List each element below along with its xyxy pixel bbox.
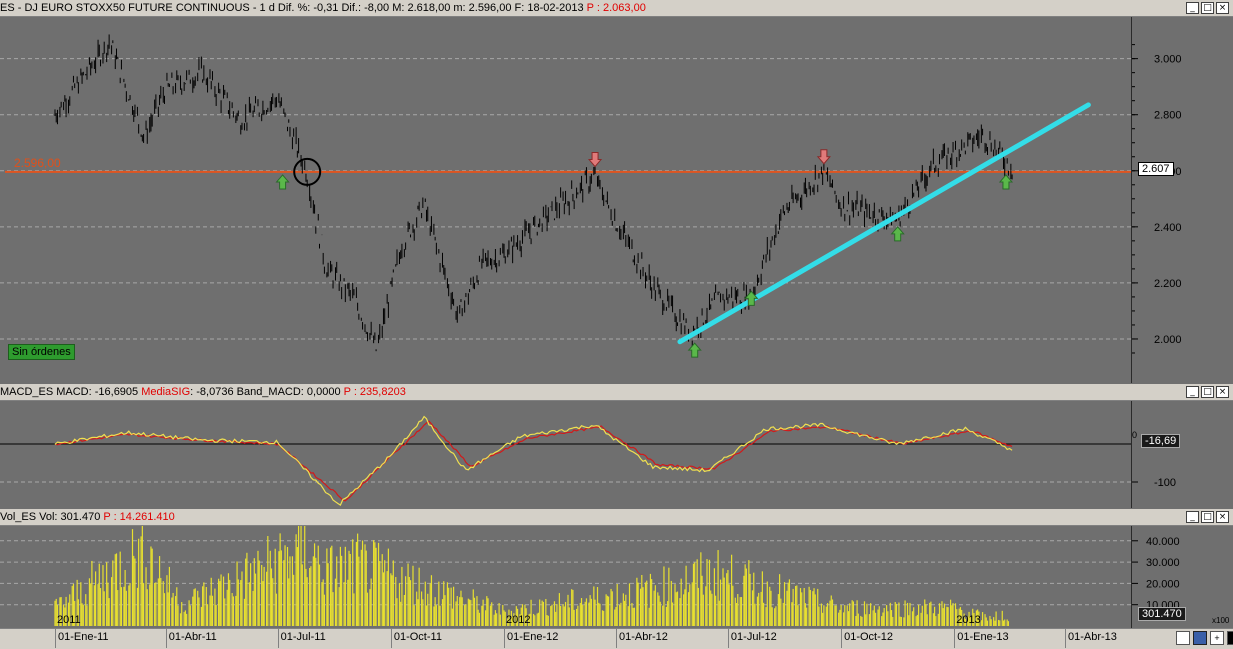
x-axis-separator xyxy=(55,628,56,648)
volume-chart[interactable] xyxy=(0,526,1131,628)
x-axis-label: 01-Oct-12 xyxy=(844,631,894,643)
minimize-icon[interactable]: _ xyxy=(1186,386,1199,398)
bottom-toolbar: + xyxy=(1176,631,1233,645)
volume-chart-area[interactable] xyxy=(0,526,1131,628)
x-axis-label: 01-Ene-11 xyxy=(58,631,109,643)
price-title: ES - DJ EURO STOXX50 FUTURE CONTINUOUS -… xyxy=(0,2,646,14)
macd-axis-ticks: -100 xyxy=(1132,477,1176,489)
up-arrow-icon xyxy=(890,226,905,242)
x-axis-separator xyxy=(727,628,729,648)
price-bars xyxy=(54,34,1013,352)
orders-button[interactable]: Sin órdenes xyxy=(8,344,75,360)
x-axis-separator xyxy=(1065,628,1066,648)
x-axis-separator xyxy=(165,628,167,648)
x-axis-label: 01-Abr-12 xyxy=(618,631,668,643)
x-axis-label: 01-Jul-12 xyxy=(730,631,777,643)
x-axis-separator xyxy=(277,628,279,648)
price-window-buttons: _ □ × xyxy=(1186,2,1229,14)
y-tick-label: 2.800 xyxy=(1154,110,1182,122)
circle-marker xyxy=(293,157,322,186)
title-part: P : 235,8203 xyxy=(343,386,406,398)
macd-axis: -100 xyxy=(1131,401,1233,508)
title-part: MACD_ES MACD: -16,6905 xyxy=(0,386,142,398)
year-label: 2012 xyxy=(506,614,531,626)
y-tick-label: -100 xyxy=(1154,477,1176,489)
year-label: 2013 xyxy=(956,614,981,626)
volume-window-buttons: _ □ × xyxy=(1186,511,1229,523)
macd-window-buttons: _ □ × xyxy=(1186,386,1229,398)
y-tick-label: 2.400 xyxy=(1154,222,1182,234)
macd-zero-label: 0 xyxy=(1132,430,1138,440)
volume-title: Vol_ES Vol: 301.470 P : 14.261.410 xyxy=(0,511,175,523)
down-arrow-icon xyxy=(587,152,603,168)
x-axis-label: 01-Oct-11 xyxy=(393,631,442,643)
macd-title: MACD_ES MACD: -16,6905 MediaSIG: -8,0736… xyxy=(0,386,406,398)
scroll-button[interactable] xyxy=(1176,631,1190,645)
up-arrow-icon xyxy=(744,290,759,306)
macd-last-value: -16,69 xyxy=(1141,434,1181,448)
y-tick-label: 2.000 xyxy=(1154,334,1182,346)
volume-bars xyxy=(54,526,1010,626)
title-part: P : 2.063,00 xyxy=(583,2,646,14)
close-icon[interactable]: × xyxy=(1216,511,1229,523)
macd-chart[interactable] xyxy=(0,401,1131,508)
y-tick-label: 40.000 xyxy=(1146,536,1180,548)
trendline xyxy=(677,102,1091,345)
macd-chart-area[interactable] xyxy=(0,401,1131,508)
volume-last-value: 301.470 xyxy=(1138,607,1186,621)
close-icon[interactable]: × xyxy=(1216,2,1229,14)
up-arrow-icon xyxy=(998,174,1014,190)
title-part: : -8,0736 Band_MACD: 0,0000 xyxy=(190,386,344,398)
year-label: 2011 xyxy=(57,614,81,626)
title-part: P : 14.261.410 xyxy=(103,511,175,523)
x-axis-label: 01-Ene-13 xyxy=(957,631,1009,643)
x-axis-separator xyxy=(504,628,506,648)
price-pane-titlebar: ES - DJ EURO STOXX50 FUTURE CONTINUOUS -… xyxy=(0,0,1233,17)
maximize-icon[interactable]: □ xyxy=(1201,2,1214,14)
x-axis-label: 01-Abr-13 xyxy=(1068,631,1117,643)
x-axis-separator xyxy=(615,628,617,648)
close-icon[interactable]: × xyxy=(1216,386,1229,398)
minimize-icon[interactable]: _ xyxy=(1186,2,1199,14)
macd-pane-titlebar: MACD_ES MACD: -16,6905 MediaSIG: -8,0736… xyxy=(0,384,1233,401)
last-price-box: 2.607 xyxy=(1138,162,1174,176)
minimize-icon[interactable]: _ xyxy=(1186,511,1199,523)
x-axis-label: 01-Ene-12 xyxy=(507,631,559,643)
maximize-icon[interactable]: □ xyxy=(1201,511,1214,523)
title-part: ES - DJ EURO STOXX50 FUTURE CONTINUOUS -… xyxy=(0,2,584,14)
maximize-icon[interactable]: □ xyxy=(1201,386,1214,398)
title-part: MediaSIG xyxy=(141,386,191,398)
x-axis-separator xyxy=(390,628,392,648)
x-axis-separator xyxy=(841,628,843,648)
volume-pane-titlebar: Vol_ES Vol: 301.470 P : 14.261.410 _ □ × xyxy=(0,509,1233,526)
y-tick-label: 2.200 xyxy=(1154,278,1182,290)
macd-line xyxy=(54,415,1013,506)
volume-scale-note: x100 xyxy=(1212,616,1230,625)
title-part: Vol_ES Vol: 301.470 xyxy=(0,511,104,523)
down-arrow-icon xyxy=(816,149,831,165)
up-arrow-icon xyxy=(687,342,702,358)
up-arrow-icon xyxy=(275,174,290,190)
y-tick-label: 20.000 xyxy=(1146,578,1180,590)
macd-signal-line xyxy=(54,420,1013,502)
y-tick-label: 3.000 xyxy=(1154,54,1182,66)
x-axis-separator xyxy=(954,628,956,648)
y-tick-label: 30.000 xyxy=(1146,557,1180,569)
price-chart-area[interactable] xyxy=(0,17,1131,383)
support-level-label: 2.596,00 xyxy=(14,156,61,170)
stop-icon[interactable] xyxy=(1227,631,1233,645)
x-axis-label: 01-Abr-11 xyxy=(168,631,217,643)
price-chart[interactable] xyxy=(0,17,1131,383)
zoom-icon[interactable]: + xyxy=(1210,631,1224,645)
save-icon[interactable] xyxy=(1193,631,1207,645)
x-axis-label: 01-Jul-11 xyxy=(280,631,326,643)
